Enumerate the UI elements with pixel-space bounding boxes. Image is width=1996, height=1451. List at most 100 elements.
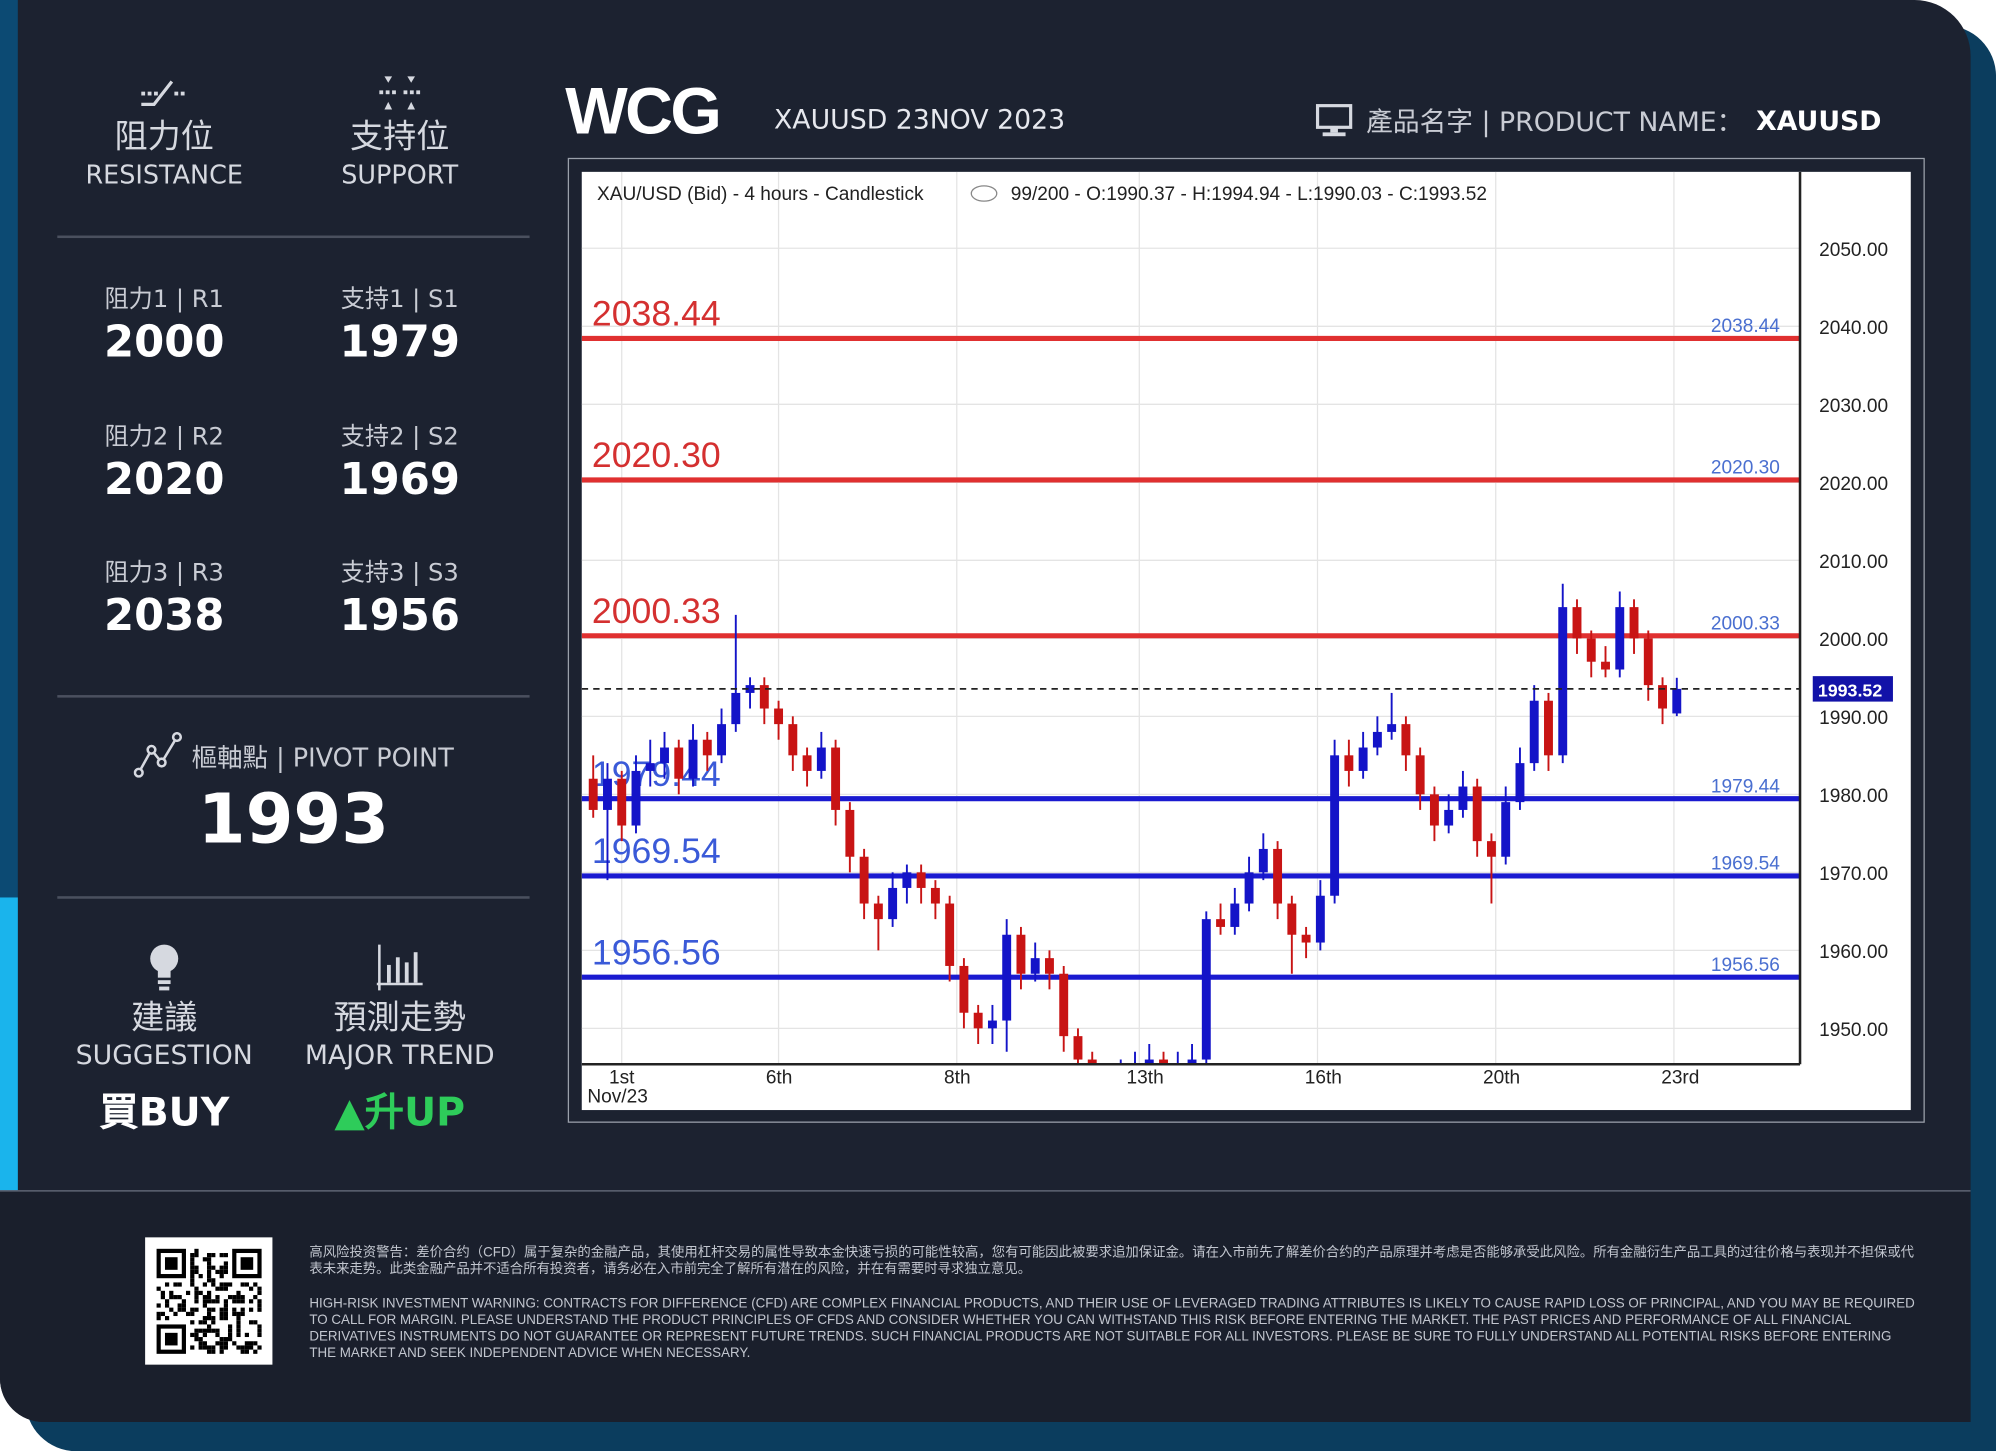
edge-strip	[0, 0, 18, 1191]
level-label-right: 2020.30	[1711, 458, 1780, 479]
candle-body	[1672, 688, 1682, 714]
candle-body	[902, 872, 912, 888]
candle-body	[745, 685, 755, 693]
up-triangle-icon: ▲	[334, 1089, 365, 1136]
level-label-right: 1979.44	[1711, 776, 1780, 797]
bar-chart-icon	[376, 944, 423, 991]
candle-body	[774, 708, 784, 725]
candle-body	[717, 724, 726, 756]
candle-body	[1173, 1067, 1182, 1075]
resistance-header: 阻力位 RESISTANCE	[64, 74, 265, 191]
candle-body	[674, 747, 684, 779]
candle-body	[1572, 607, 1582, 639]
candle-body	[1087, 1059, 1097, 1065]
r3-value: 2038	[103, 590, 225, 642]
x-tick-label: 8th	[944, 1067, 971, 1088]
candlestick-chart[interactable]: 2050.00 2040.00 2030.00 2020.00 2010.00 2000.…	[581, 171, 1911, 1110]
candle-body	[1059, 973, 1069, 1037]
candle-body	[1301, 934, 1311, 943]
candle-body	[1258, 848, 1268, 873]
suggestion: 建議 SUGGESTION 買BUY	[64, 942, 265, 1137]
candle-body	[1045, 958, 1054, 974]
qr-code[interactable]	[145, 1237, 273, 1365]
qr-code-image	[156, 1248, 262, 1354]
pivot-point: 樞軸點 | PIVOT POINT 1993	[57, 731, 529, 862]
pivot-value: 1993	[197, 779, 390, 860]
current-price-label: 1993.52	[1818, 681, 1882, 701]
candle-body	[1216, 919, 1226, 927]
candle-body	[816, 747, 826, 771]
s1-value: 1979	[339, 316, 460, 368]
candle-body	[1016, 934, 1026, 974]
wcg-logo: WCG	[565, 75, 722, 149]
candle-body	[603, 778, 612, 810]
s1-label: 支持1 | S1	[340, 285, 459, 314]
candle-body	[1658, 685, 1667, 709]
candle-body	[1643, 638, 1653, 686]
resistance-icon	[141, 80, 185, 106]
candle-body	[1344, 755, 1354, 771]
candle-body	[1544, 700, 1553, 756]
candle-body	[1558, 607, 1568, 756]
edge-accent	[0, 897, 18, 1191]
s2: 支持2 | S2 1969	[299, 418, 500, 508]
r3: 阻力3 | R3 2038	[64, 554, 265, 644]
level-label-right: 1969.54	[1711, 854, 1780, 875]
candle-body	[660, 747, 669, 764]
product-name: 產品名字 | PRODUCT NAME： XAUUSD	[1315, 102, 1881, 140]
pivot-label: 樞軸點 | PIVOT POINT	[191, 741, 454, 773]
y-tick-label: 2000.00	[1819, 630, 1888, 651]
y-tick-label: 2050.00	[1819, 240, 1888, 261]
trend-value: 升UP	[364, 1089, 466, 1136]
candle-body	[788, 724, 798, 756]
candle-body	[888, 887, 898, 920]
r1-label: 阻力1 | R1	[104, 285, 224, 314]
candle-body	[645, 763, 655, 771]
candle-body	[1372, 731, 1382, 748]
resistance-en: RESISTANCE	[85, 159, 243, 190]
suggestion-value: 買BUY	[99, 1089, 230, 1136]
x-tick-label: 6th	[766, 1067, 793, 1088]
s3-label: 支持3 | S3	[340, 558, 459, 587]
support-en: SUPPORT	[341, 159, 459, 190]
x-tick-label: 16th	[1305, 1067, 1342, 1088]
y-tick-label: 2030.00	[1819, 396, 1888, 417]
candle-body	[802, 755, 812, 771]
y-tick-label: 1980.00	[1819, 786, 1888, 807]
candle-body	[1273, 848, 1283, 904]
candle-body	[1601, 661, 1610, 670]
candle-body	[1358, 747, 1368, 771]
support-header: 支持位 SUPPORT	[299, 74, 500, 191]
x-tick-label: 23rd	[1661, 1067, 1699, 1088]
candle-body	[945, 903, 955, 966]
candle-body	[845, 809, 855, 857]
candle-body	[973, 1012, 983, 1029]
eye-icon	[970, 185, 998, 202]
warning-zh: 高风险投资警告：差价合约（CFD）属于复杂的金融产品，其使用杠杆交易的属性导致本…	[309, 1244, 1915, 1277]
candle-body	[731, 692, 741, 725]
candle-body	[617, 778, 627, 826]
x-tick-label: 20th	[1483, 1067, 1520, 1088]
report-card: 阻力位 RESISTANCE 支持位 SUPPORT 阻力1 | R1 2000 …	[0, 0, 1971, 1422]
level-label-left: 2020.30	[592, 435, 721, 475]
monitor-icon	[1316, 104, 1353, 137]
product-label: 產品名字 | PRODUCT NAME：	[1366, 106, 1744, 138]
support-icon	[379, 76, 421, 110]
candles	[588, 583, 1682, 1075]
level-label-left: 1956.56	[592, 932, 721, 972]
candle-body	[688, 739, 698, 779]
r2: 阻力2 | R2 2020	[64, 418, 265, 508]
warning-en: HIGH-RISK INVESTMENT WARNING: CONTRACTS …	[309, 1295, 1915, 1361]
level-label-left: 2038.44	[592, 294, 721, 334]
r1-value: 2000	[103, 316, 225, 368]
y-tick-label: 1970.00	[1819, 864, 1888, 885]
candle-body	[916, 872, 926, 888]
r2-label: 阻力2 | R2	[104, 422, 224, 451]
candle-body	[759, 685, 769, 709]
s2-label: 支持2 | S2	[340, 422, 459, 451]
y-tick-label: 2020.00	[1819, 474, 1888, 495]
candle-body	[1444, 809, 1454, 826]
candle-body	[1615, 607, 1625, 670]
candle-body	[1387, 724, 1397, 732]
candle-body	[1030, 958, 1040, 974]
